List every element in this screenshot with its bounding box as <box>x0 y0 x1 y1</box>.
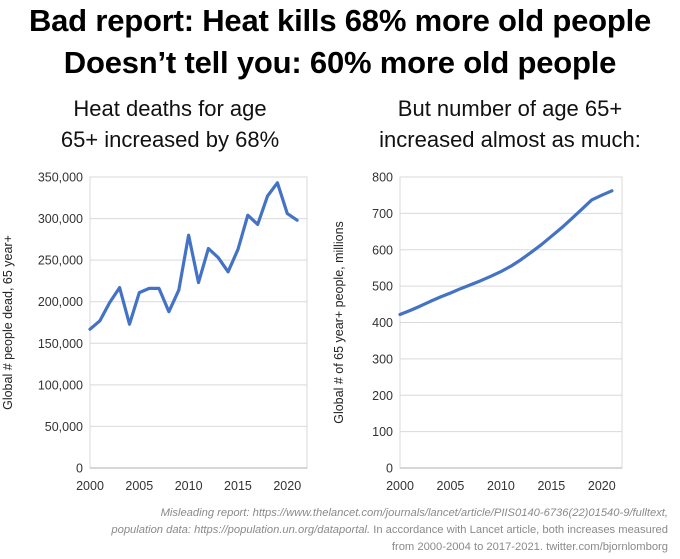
right-chart-y-axis-label: Global # of 65 year+ people, millions <box>332 221 346 424</box>
right-chart-y-tick-label: 700 <box>372 207 393 221</box>
right-chart-x-tick-label: 2000 <box>386 479 414 493</box>
footnote-line-2: population data: https://population.un.o… <box>0 522 668 539</box>
source-footnote: Misleading report: https://www.thelancet… <box>0 505 668 556</box>
left-chart-y-tick-label: 0 <box>76 462 83 476</box>
footnote-line-2-italic: population data: https://population.un.o… <box>111 524 371 536</box>
heat-deaths-chart: 0 50,000 100,000 150,000 200,000 250,000 300,0… <box>1 171 308 493</box>
left-chart-x-tick-label: 2020 <box>273 479 301 493</box>
left-chart-title-line-1: Heat deaths for age <box>73 96 267 121</box>
right-chart-x-tick-label: 2020 <box>588 479 616 493</box>
right-chart-title-line-1: But number of age 65+ <box>397 96 623 121</box>
right-chart-data-point <box>489 275 492 278</box>
right-chart-data-point <box>550 235 553 238</box>
right-chart-data-point <box>429 300 432 303</box>
footnote-line-1: Misleading report: https://www.thelancet… <box>160 507 668 519</box>
right-chart-data-point <box>509 265 512 268</box>
right-chart-x-tick-label: 2010 <box>487 479 515 493</box>
left-chart-x-tick-label: 2010 <box>175 479 203 493</box>
right-chart-data-point <box>580 208 583 211</box>
right-chart-data-point <box>439 295 442 298</box>
right-chart-y-tick-label: 300 <box>372 352 393 366</box>
right-chart-data-point <box>479 279 482 282</box>
population-65-chart: 0 100 200 300 400 500 600 700 800 2000 2005 2010 201… <box>332 171 623 493</box>
left-chart-y-tick-label: 150,000 <box>38 337 83 351</box>
left-chart-y-tick-label: 250,000 <box>38 254 83 268</box>
left-chart-x-tick-label: 2015 <box>224 479 252 493</box>
right-chart-data-point <box>530 251 533 254</box>
right-chart-data-point <box>570 217 573 220</box>
right-chart-x-tick-label: 2015 <box>537 479 565 493</box>
left-chart-y-tick-label: 300,000 <box>38 212 83 226</box>
left-chart-title-line-2: 65+ increased by 68% <box>60 127 280 152</box>
right-chart-data-point <box>469 283 472 286</box>
right-chart-data-point <box>590 198 593 201</box>
right-chart-y-tick-label: 100 <box>372 425 393 439</box>
right-chart-data-point <box>419 305 422 308</box>
right-chart-x-tick-label: 2005 <box>437 479 465 493</box>
left-chart-title: Heat deaths for age 65+ increased by 68% <box>5 93 335 155</box>
right-chart-y-tick-label: 800 <box>372 171 393 185</box>
left-chart-y-tick-label: 100,000 <box>38 378 83 392</box>
right-chart-data-point <box>560 226 563 229</box>
left-chart-y-tick-label: 50,000 <box>45 420 83 434</box>
right-chart-y-tick-label: 600 <box>372 243 393 257</box>
left-chart-x-tick-label: 2005 <box>125 479 153 493</box>
left-chart-y-tick-label: 350,000 <box>38 171 83 185</box>
right-chart-y-tick-label: 0 <box>386 462 393 476</box>
left-chart-y-tick-label: 200,000 <box>38 295 83 309</box>
footnote-line-3: from 2000-2004 to 2017-2021. twitter.com… <box>391 541 668 553</box>
right-chart-data-point <box>408 309 411 312</box>
headline-line-2: Doesn’t tell you: 60% more old people <box>63 45 617 80</box>
right-chart-title: But number of age 65+ increased almost a… <box>345 93 675 155</box>
left-chart-series-line <box>88 181 299 331</box>
right-chart-y-tick-label: 200 <box>372 389 393 403</box>
right-chart-title-line-2: increased almost as much: <box>379 127 641 152</box>
right-chart-data-point <box>519 258 522 261</box>
footnote-line-2-rest: In accordance with Lancet article, both … <box>370 524 668 536</box>
right-chart-data-point <box>449 291 452 294</box>
right-chart-data-point <box>459 287 462 290</box>
right-chart-data-point <box>398 313 401 316</box>
right-chart-data-point <box>610 189 613 192</box>
right-chart-data-point <box>600 194 603 197</box>
headline-line-1: Bad report: Heat kills 68% more old peop… <box>28 3 652 38</box>
right-chart-data-point <box>499 270 502 273</box>
left-chart-y-axis-label: Global # people dead, 65 year+ <box>1 235 15 410</box>
right-chart-y-tick-label: 500 <box>372 280 393 294</box>
left-chart-x-tick-label: 2000 <box>76 479 104 493</box>
right-chart-y-tick-label: 400 <box>372 316 393 330</box>
right-chart-series-line <box>398 189 614 317</box>
right-chart-data-point <box>540 243 543 246</box>
